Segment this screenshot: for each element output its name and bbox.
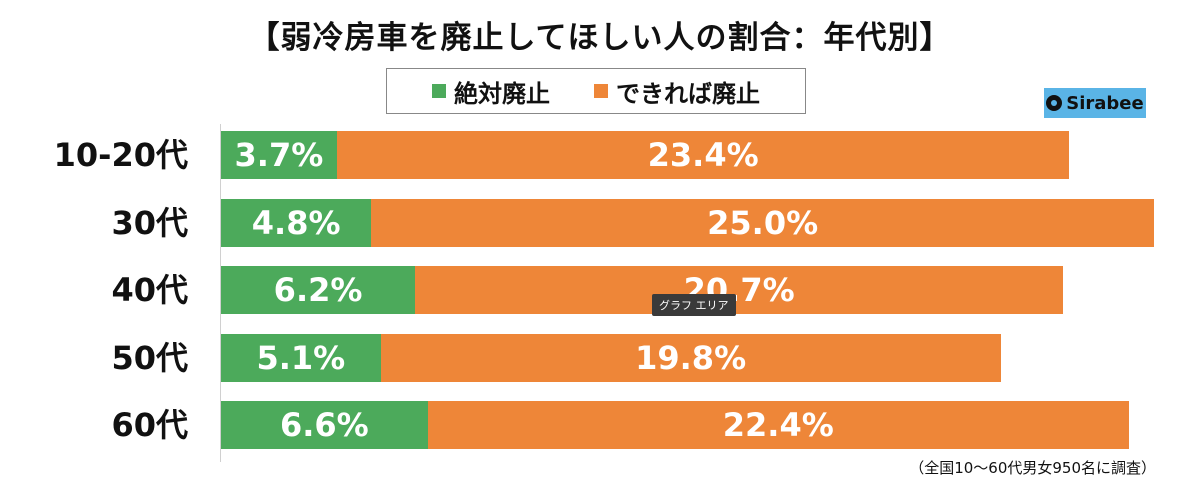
legend-item-absolute: 絶対廃止 (432, 74, 550, 109)
bar-absolute-1[interactable]: 4.8% (221, 199, 372, 247)
data-label-0-2: 6.2% (273, 271, 363, 309)
legend: 絶対廃止 できれば廃止 (386, 68, 806, 114)
bar-if-possible-4[interactable]: 22.4% (427, 401, 1129, 449)
data-label-1-4: 22.4% (722, 406, 834, 444)
category-label-2: 40代 (111, 271, 188, 309)
bar-if-possible-3[interactable]: 19.8% (380, 334, 1001, 382)
bar-absolute-0[interactable]: 3.7% (221, 131, 337, 179)
data-label-1-3: 19.8% (635, 339, 747, 377)
category-label-0: 10-20代 (53, 136, 188, 174)
data-label-0-0: 3.7% (234, 136, 324, 174)
legend-label-absolute: 絶対廃止 (454, 79, 550, 108)
logo-text: Sirabee (1066, 92, 1144, 114)
data-label-0-3: 5.1% (256, 339, 346, 377)
bar-if-possible-2[interactable]: 20.7% (415, 266, 1064, 314)
legend-swatch-orange (594, 84, 608, 98)
bar-if-possible-0[interactable]: 23.4% (336, 131, 1070, 179)
bar-if-possible-1[interactable]: 25.0% (371, 199, 1154, 247)
survey-footnote: （全国10～60代男女950名に調査） (909, 459, 1156, 477)
data-label-0-1: 4.8% (251, 204, 341, 242)
sirabee-logo-icon (1046, 95, 1063, 111)
legend-label-if-possible: できれば廃止 (616, 79, 760, 108)
sirabee-logo: Sirabee (1044, 88, 1146, 118)
legend-item-if-possible: できれば廃止 (594, 74, 760, 109)
data-label-1-1: 25.0% (707, 204, 819, 242)
chart-title: 【弱冷房車を廃止してほしい人の割合：年代別】 (248, 20, 952, 56)
chart-area-tooltip: グラフ エリア (652, 294, 736, 316)
bar-absolute-3[interactable]: 5.1% (221, 334, 381, 382)
bar-absolute-2[interactable]: 6.2% (221, 266, 416, 314)
category-label-1: 30代 (111, 204, 188, 242)
data-label-1-0: 23.4% (647, 136, 759, 174)
bar-absolute-4[interactable]: 6.6% (221, 401, 428, 449)
data-label-0-4: 6.6% (279, 406, 369, 444)
category-axis-line (220, 124, 221, 462)
category-label-4: 60代 (111, 406, 188, 444)
category-label-3: 50代 (111, 339, 188, 377)
legend-swatch-green (432, 84, 446, 98)
